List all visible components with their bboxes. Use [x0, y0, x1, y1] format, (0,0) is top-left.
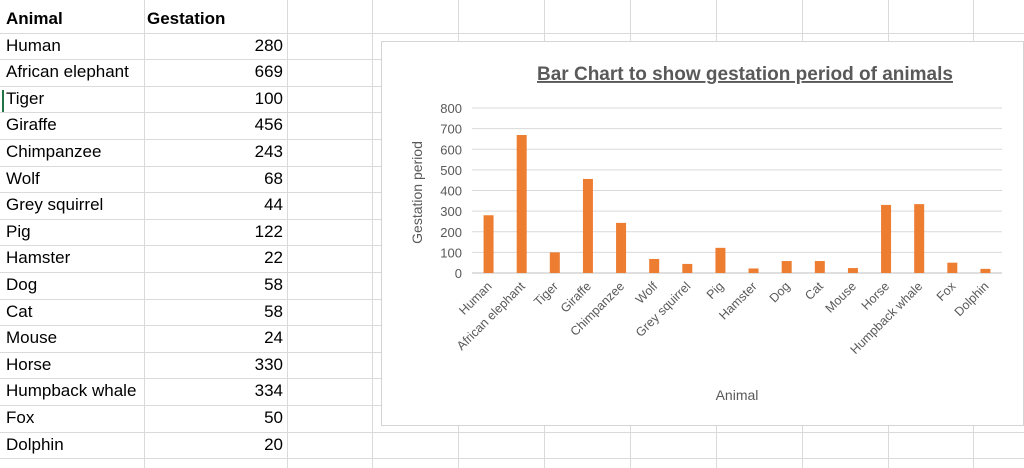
grid-column-line — [287, 0, 288, 468]
bar — [516, 135, 527, 273]
gestation-cell[interactable]: 456 — [254, 115, 283, 134]
gestation-cell[interactable]: 100 — [254, 89, 283, 108]
x-tick-label: Fox — [934, 279, 959, 304]
y-tick-label: 300 — [440, 204, 462, 219]
animal-cell[interactable]: Horse — [6, 355, 52, 374]
animal-cell[interactable]: Wolf — [6, 169, 40, 188]
gestation-cell[interactable]: 50 — [264, 408, 283, 427]
bar — [549, 252, 560, 273]
gestation-cell[interactable]: 58 — [264, 275, 283, 294]
animal-cell[interactable]: Human — [6, 36, 61, 55]
animal-cell[interactable]: Pig — [6, 222, 31, 241]
animal-cell[interactable]: Humpback whale — [6, 381, 137, 400]
grid-column-line — [144, 0, 145, 468]
gestation-cell[interactable]: 334 — [254, 381, 283, 400]
bar — [814, 261, 825, 273]
y-axis-title: Gestation period — [409, 141, 425, 244]
grid-row-line — [0, 33, 1024, 34]
header-gestation[interactable]: Gestation — [147, 9, 226, 28]
y-tick-label: 400 — [440, 184, 462, 199]
gestation-cell[interactable]: 44 — [264, 195, 283, 214]
gestation-cell[interactable]: 669 — [254, 62, 283, 81]
animal-cell[interactable]: Tiger — [6, 89, 45, 108]
grid-column-line — [372, 0, 373, 468]
bar — [715, 247, 726, 273]
bar — [682, 263, 693, 273]
x-tick-label: Mouse — [823, 279, 859, 315]
chart-container[interactable]: Bar Chart to show gestation period of an… — [381, 41, 1024, 426]
animal-cell[interactable]: Cat — [6, 302, 33, 321]
bar — [649, 258, 660, 273]
bar — [483, 215, 494, 273]
bar — [881, 204, 892, 273]
animal-cell[interactable]: Mouse — [6, 328, 58, 347]
x-tick-label: Wolf — [633, 279, 661, 307]
gestation-cell[interactable]: 24 — [264, 328, 283, 347]
bar — [947, 262, 958, 273]
bar-chart: Bar Chart to show gestation period of an… — [409, 64, 1002, 403]
gestation-cell[interactable]: 68 — [264, 169, 283, 188]
y-tick-label: 600 — [440, 142, 462, 157]
y-tick-label: 500 — [440, 163, 462, 178]
x-tick-label: Cat — [802, 279, 826, 303]
bar — [616, 222, 627, 273]
bar — [847, 268, 858, 273]
y-tick-label: 0 — [455, 266, 462, 281]
gestation-cell[interactable]: 22 — [264, 248, 283, 267]
animal-cell[interactable]: Hamster — [6, 248, 71, 267]
gestation-cell[interactable]: 280 — [254, 36, 283, 55]
animal-cell[interactable]: Dog — [6, 275, 38, 294]
animal-cell[interactable]: Grey squirrel — [6, 195, 104, 214]
x-axis-title: Animal — [716, 387, 759, 403]
animal-cell[interactable]: Giraffe — [6, 115, 57, 134]
bar — [980, 268, 991, 273]
y-tick-label: 800 — [440, 101, 462, 116]
bar — [582, 178, 593, 273]
animal-cell[interactable]: Fox — [6, 408, 35, 427]
chart-title: Bar Chart to show gestation period of an… — [537, 64, 953, 85]
bar — [914, 204, 925, 273]
cell-cursor — [2, 90, 4, 112]
x-tick-label: Dolphin — [952, 279, 992, 319]
animal-cell[interactable]: Dolphin — [6, 435, 64, 454]
x-tick-label: Tiger — [531, 279, 561, 309]
animal-cell[interactable]: African elephant — [6, 62, 129, 81]
animal-cell[interactable]: Chimpanzee — [6, 142, 102, 161]
gestation-cell[interactable]: 58 — [264, 302, 283, 321]
grid-row-line — [0, 458, 1024, 459]
x-tick-label: Dog — [767, 279, 793, 305]
bar — [781, 261, 792, 273]
y-tick-label: 700 — [440, 122, 462, 137]
gestation-cell[interactable]: 122 — [254, 222, 283, 241]
grid-row-line — [0, 432, 1024, 433]
gestation-cell[interactable]: 20 — [264, 435, 283, 454]
y-tick-label: 200 — [440, 225, 462, 240]
gestation-cell[interactable]: 243 — [254, 142, 283, 161]
gestation-cell[interactable]: 330 — [254, 355, 283, 374]
y-tick-label: 100 — [440, 245, 462, 260]
bar — [748, 268, 759, 273]
x-tick-label: Pig — [704, 279, 727, 302]
header-animal[interactable]: Animal — [6, 9, 63, 28]
